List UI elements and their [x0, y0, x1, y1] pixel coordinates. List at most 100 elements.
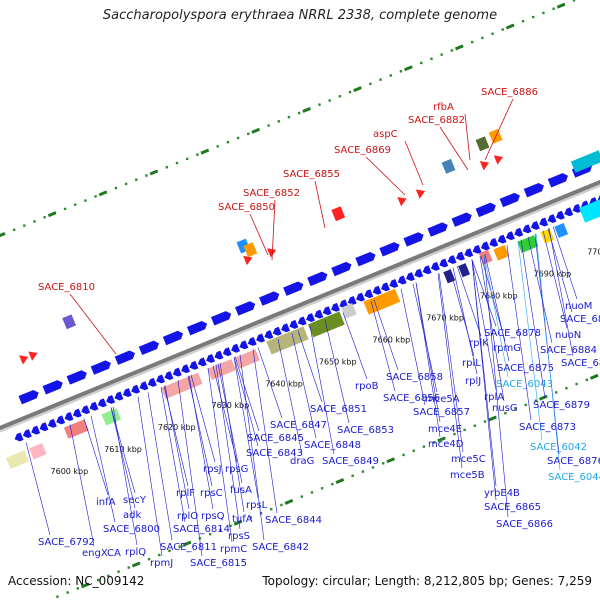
gene-label: SACE_6855	[283, 169, 340, 180]
gene-label: SACE_6811	[160, 542, 217, 553]
forward-gene	[307, 271, 328, 287]
gc-dot	[158, 553, 161, 557]
gc-dot	[229, 524, 232, 528]
reverse-gene	[106, 394, 116, 404]
reverse-gene	[222, 347, 232, 357]
gene-label: SACE_6887	[561, 358, 600, 369]
reverse-gene	[31, 425, 41, 435]
gc-dot	[287, 115, 291, 119]
label-leader	[163, 385, 189, 487]
label-leader	[314, 180, 326, 229]
label-leader	[342, 312, 368, 380]
gc-dot	[96, 578, 100, 582]
gene-label: SACE_6858	[386, 372, 443, 383]
gc-major-dot	[386, 457, 395, 464]
label-leader	[370, 300, 396, 392]
gc-dot	[117, 570, 120, 573]
gene-label: rpoB	[355, 381, 379, 392]
reverse-gene	[114, 391, 124, 401]
gc-dot	[63, 207, 67, 211]
label-leader	[438, 273, 464, 453]
gc-dot	[124, 182, 128, 186]
gc-major-dot	[505, 23, 515, 30]
reverse-gene	[22, 429, 32, 438]
gc-dot	[440, 53, 443, 56]
gene-label: rpmJ	[150, 558, 173, 569]
trna-marker	[397, 197, 407, 207]
gene-label: SACE_6886	[481, 87, 538, 98]
kbp-tick-label: 7600 kbp	[51, 467, 89, 476]
gc-major-dot	[0, 232, 6, 238]
feature-block	[554, 222, 569, 238]
gc-dot	[219, 528, 222, 532]
gene-label: SACE_6869	[334, 145, 391, 156]
reverse-gene	[181, 364, 191, 374]
feature-block	[207, 359, 236, 381]
label-leader	[483, 254, 509, 378]
reverse-gene	[72, 408, 82, 418]
feature-mark	[62, 314, 77, 330]
feature-block	[579, 185, 600, 223]
gene-label: rplK	[469, 338, 489, 349]
gene-label: mce5A	[425, 394, 460, 405]
forward-gene	[331, 261, 352, 277]
reverse-gene	[356, 292, 365, 302]
gc-dot	[198, 537, 202, 540]
forward-gene	[162, 330, 184, 346]
label-leader	[25, 442, 51, 536]
reverse-gene	[530, 220, 540, 230]
gc-dot	[389, 74, 392, 77]
kbp-tick-label: 7660 kbp	[373, 335, 411, 344]
reverse-gene	[264, 330, 274, 340]
reverse-gene	[547, 214, 557, 224]
gc-dot	[534, 399, 538, 402]
feature-mark	[441, 158, 456, 174]
genome-backbone	[0, 179, 600, 433]
gene-label: tufA	[232, 514, 253, 525]
gene-label: SACE_6849	[322, 456, 379, 467]
label-leader	[83, 418, 109, 496]
forward-gene	[66, 370, 87, 385]
reverse-gene	[189, 360, 199, 370]
gene-label: SACE_6843	[246, 448, 303, 459]
forward-gene	[499, 192, 520, 208]
gc-dot	[185, 157, 189, 161]
label-leader	[404, 140, 424, 186]
gc-dot	[532, 15, 535, 19]
gene-label: rpsJ	[203, 464, 222, 475]
gene-label: rpmG	[493, 343, 521, 354]
reverse-gene	[497, 234, 507, 244]
label-leader	[484, 254, 510, 362]
label-leader	[415, 282, 441, 423]
gene-label: nuoM	[565, 301, 592, 312]
reverse-gene	[480, 241, 490, 251]
gc-dot	[552, 7, 555, 10]
gc-dot	[450, 49, 454, 52]
gene-label: rplA	[484, 392, 504, 403]
gene-label: SACE_6815	[190, 558, 247, 569]
label-leader	[484, 98, 514, 161]
forward-gene	[42, 380, 63, 395]
label-leader	[233, 357, 259, 499]
feature-mark	[475, 136, 490, 152]
gene-label: SACE_6857	[413, 407, 470, 418]
label-leader	[527, 236, 553, 344]
forward-gene	[355, 251, 376, 267]
gc-dot	[277, 120, 280, 123]
gc-dot	[402, 453, 405, 457]
reverse-gene	[89, 401, 99, 411]
forward-gene	[379, 242, 400, 257]
label-leader	[137, 396, 163, 557]
gene-label: SACE_6884	[540, 345, 597, 356]
reverse-gene	[539, 217, 549, 227]
reverse-gene	[555, 210, 565, 220]
gene-label: secY	[123, 495, 147, 506]
gene-label: SACE_6865	[484, 502, 541, 513]
reverse-gene	[381, 282, 390, 292]
gc-dot	[165, 166, 169, 169]
gc-major-dot	[437, 436, 446, 443]
reverse-gene	[197, 357, 207, 367]
label-leader	[471, 259, 497, 327]
kbp-tick-label: 7620 kbp	[158, 423, 196, 432]
gene-label: SACE_6876	[547, 456, 600, 467]
